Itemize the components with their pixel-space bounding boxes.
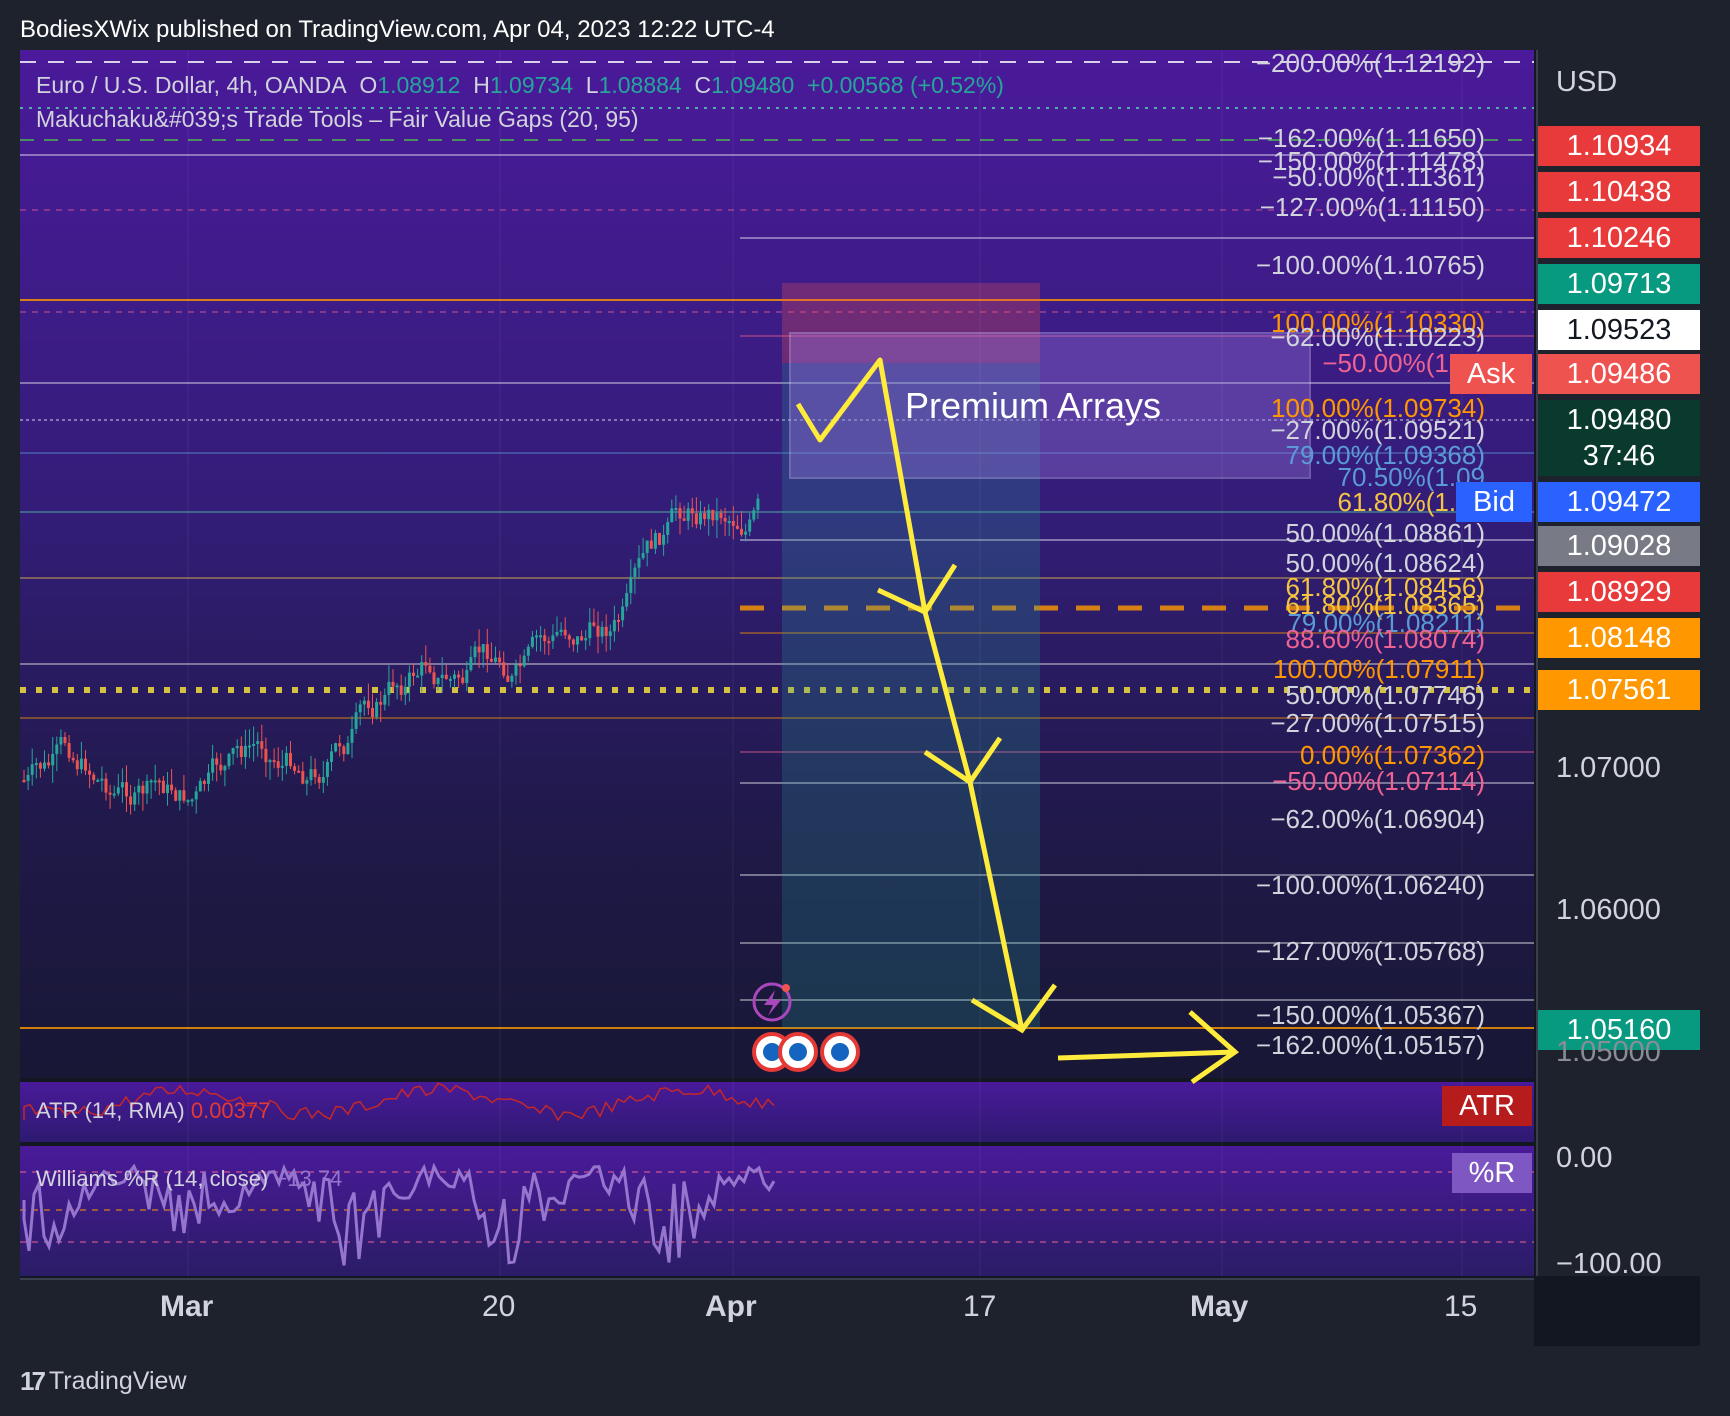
change-value: +0.00568 (+0.52%) xyxy=(807,72,1004,98)
fib-level-label: −162.00%(1.11650) xyxy=(1257,123,1485,153)
scale-label: 1.07000 xyxy=(1556,752,1661,784)
fib-level-label: 100.00%(1.10330) xyxy=(1271,308,1485,338)
open-label: O xyxy=(359,72,378,98)
atr-pane[interactable] xyxy=(20,1082,1534,1142)
fib-level-label: −62.00%(1.06904) xyxy=(1270,804,1485,834)
fib-level-label: −200.00%(1.12192) xyxy=(1255,48,1485,78)
symbol-name: Euro / U.S. Dollar, 4h, OANDA xyxy=(36,72,347,98)
scale-label: 0.00 xyxy=(1556,1142,1613,1174)
x-label: 20 xyxy=(482,1290,516,1323)
fib-level-label: −50.00%(1.11361) xyxy=(1272,162,1485,192)
fib-level-label: 79.00%(1.08211) xyxy=(1287,608,1485,638)
atr-tag: ATR xyxy=(1442,1086,1532,1126)
x-label: 15 xyxy=(1444,1290,1478,1323)
currency-label[interactable]: USD xyxy=(1556,66,1618,98)
price-tag: 1.10934 xyxy=(1538,126,1700,166)
open-value: 1.08912 xyxy=(377,72,461,98)
fib-level-label: −27.00%(1.07515) xyxy=(1270,708,1485,738)
tradingview-logo[interactable]: 17 TradingView xyxy=(20,1366,187,1397)
close-value: 1.09480 xyxy=(711,72,795,98)
wr-value: −13.74 xyxy=(274,1166,343,1191)
fib-level-label: 61.80%(1.08456) xyxy=(1285,572,1485,602)
price-tag: 1.08929 xyxy=(1538,572,1700,612)
fib-level-label: −100.00%(1.10765) xyxy=(1255,250,1485,280)
price-tag: 1.09028 xyxy=(1538,526,1700,566)
price-tag: 1.10438 xyxy=(1538,172,1700,212)
tradingview-logo-icon: 17 xyxy=(20,1366,46,1396)
symbol-legend: Euro / U.S. Dollar, 4h, OANDA O1.08912 H… xyxy=(36,72,1004,99)
price-tag: 37:46 xyxy=(1538,436,1700,476)
fib-level-label: −127.00%(1.11150) xyxy=(1259,192,1485,222)
x-label: May xyxy=(1190,1290,1249,1323)
fib-level-label: −127.00%(1.05768) xyxy=(1255,936,1485,966)
fib-level-label: −50.00%(1.07114) xyxy=(1272,766,1485,796)
scale-label: −100.00 xyxy=(1556,1248,1662,1280)
indicator-legend[interactable]: Makuchaku&#039;s Trade Tools – Fair Valu… xyxy=(36,106,639,132)
fib-level-label: 50.00%(1.07746) xyxy=(1285,680,1485,710)
atr-legend[interactable]: ATR (14, RMA) 0.00377 xyxy=(36,1098,270,1124)
fib-level-label: 79.00%(1.09368) xyxy=(1285,440,1485,470)
price-tag: 1.09713 xyxy=(1538,264,1700,304)
wr-tag: %R xyxy=(1452,1153,1532,1193)
fib-level-label: −62.00%(1.10223) xyxy=(1270,322,1485,352)
fib-level-label: −150.00%(1.11478) xyxy=(1257,146,1485,176)
x-label: Mar xyxy=(160,1290,214,1323)
time-axis[interactable] xyxy=(20,1278,1534,1348)
price-tag: 1.08148 xyxy=(1538,618,1700,658)
scale-label: 1.05000 xyxy=(1556,1036,1661,1068)
fib-level-label: 88.60%(1.08074) xyxy=(1285,624,1485,654)
fib-level-label: 0.00%(1.07362) xyxy=(1299,740,1485,770)
low-value: 1.08884 xyxy=(598,72,682,98)
atr-value: 0.00377 xyxy=(190,1098,271,1123)
williams-pane[interactable] xyxy=(20,1146,1534,1276)
wr-legend[interactable]: Williams %R (14, close) −13.74 xyxy=(36,1166,342,1192)
ask-tag: Ask xyxy=(1450,354,1532,394)
close-label: C xyxy=(694,72,712,98)
fib-level-label: −27.00%(1.09521) xyxy=(1270,415,1485,445)
fib-level-label: 61.80%(1.08365) xyxy=(1285,590,1485,620)
price-tag: 1.09472 xyxy=(1538,482,1700,522)
fib-level-label: −162.00%(1.05157) xyxy=(1255,1030,1485,1060)
price-tag: 1.09523 xyxy=(1538,310,1700,350)
fib-level-label: 100.00%(1.07911) xyxy=(1272,654,1485,684)
publisher-line: BodiesXWix published on TradingView.com,… xyxy=(20,16,775,43)
scale-label: 1.06000 xyxy=(1556,894,1661,926)
price-tag: 1.05160 xyxy=(1538,1010,1700,1050)
price-tag: 1.09486 xyxy=(1538,354,1700,394)
x-label: 17 xyxy=(963,1290,997,1323)
main-pane[interactable] xyxy=(20,50,1534,1078)
price-tag: 1.09480 xyxy=(1538,400,1700,440)
fib-level-label: 50.00%(1.08624) xyxy=(1285,548,1485,578)
wr-name: Williams %R (14, close) xyxy=(36,1166,269,1191)
brand-name: TradingView xyxy=(48,1367,187,1395)
high-value: 1.09734 xyxy=(489,72,573,98)
fib-level-label: −100.00%(1.06240) xyxy=(1255,870,1485,900)
price-tag: 1.10246 xyxy=(1538,218,1700,258)
low-label: L xyxy=(585,72,599,98)
high-label: H xyxy=(473,72,490,98)
price-tag: 1.07561 xyxy=(1538,670,1700,710)
x-label: Apr xyxy=(705,1290,757,1323)
fib-level-label: −150.00%(1.05367) xyxy=(1255,1000,1485,1030)
fib-level-label: 100.00%(1.09734) xyxy=(1271,393,1485,423)
atr-name: ATR (14, RMA) xyxy=(36,1098,185,1123)
fib-level-label: 50.00%(1.08861) xyxy=(1285,518,1485,548)
premium-arrays-note: Premium Arrays xyxy=(905,385,1162,426)
bid-tag: Bid xyxy=(1456,482,1532,522)
